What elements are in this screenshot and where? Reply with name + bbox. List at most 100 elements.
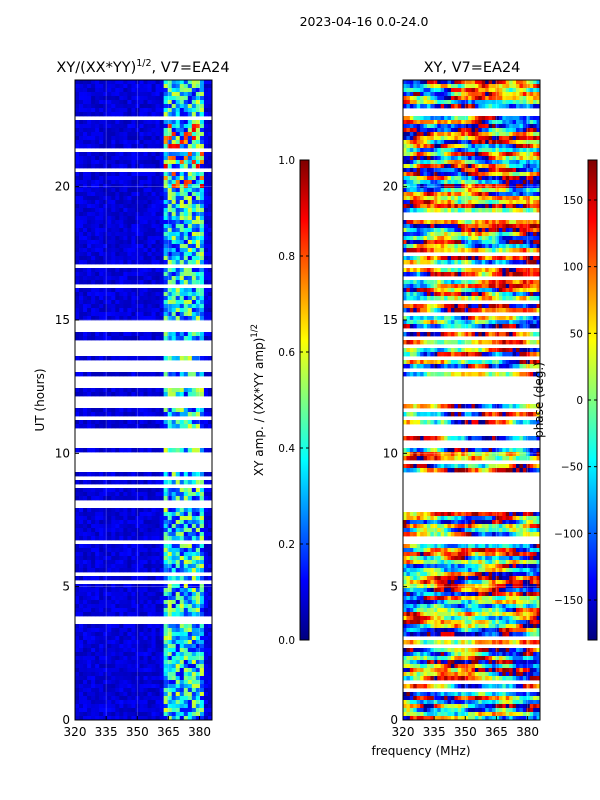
amp-heatmap-cell bbox=[167, 124, 173, 129]
amp-heatmap-cell bbox=[111, 204, 116, 209]
amp-heatmap-cell bbox=[87, 668, 92, 673]
amp-heatmap-cell bbox=[79, 700, 84, 705]
amp-heatmap-cell bbox=[123, 224, 128, 229]
amp-heatmap-cell bbox=[87, 88, 92, 93]
amp-heatmap-cell bbox=[171, 232, 177, 237]
amp-heatmap-cell bbox=[187, 644, 193, 649]
amp-heatmap-cell bbox=[127, 356, 132, 361]
amp-heatmap-cell bbox=[187, 536, 193, 541]
amp-heatmap-cell bbox=[143, 300, 148, 305]
amp-heatmap-cell bbox=[147, 228, 152, 233]
amp-heatmap-cell bbox=[99, 140, 104, 145]
phase-heatmap-cell bbox=[526, 132, 531, 137]
amp-heatmap-cell bbox=[99, 244, 104, 249]
amp-heatmap-cell bbox=[83, 552, 88, 557]
amp-heatmap-cell bbox=[199, 196, 205, 201]
amp-heatmap-cell bbox=[115, 256, 120, 261]
phase-heatmap-cell bbox=[495, 168, 500, 173]
amp-heatmap-cell bbox=[171, 496, 177, 501]
amp-heatmap-cell bbox=[99, 712, 104, 717]
amp-heatmap-cell bbox=[203, 552, 209, 557]
amp-heatmap-cell bbox=[103, 640, 108, 645]
amp-heatmap-cell bbox=[183, 296, 189, 301]
amp-heatmap-cell bbox=[99, 128, 104, 133]
amp-heatmap-cell bbox=[151, 692, 156, 697]
amp-heatmap-cell bbox=[135, 596, 140, 601]
amp-heatmap-cell bbox=[131, 96, 136, 101]
amp-heatmap-cell bbox=[139, 716, 144, 721]
amp-heatmap-cell bbox=[131, 392, 136, 397]
amp-heatmap-cell bbox=[199, 268, 205, 273]
amp-heatmap-cell bbox=[203, 84, 209, 89]
amp-heatmap-cell bbox=[87, 160, 92, 165]
amp-heatmap-cell bbox=[195, 472, 201, 477]
amp-heatmap-cell bbox=[123, 180, 128, 185]
amp-heatmap-cell bbox=[123, 516, 128, 521]
phase-heatmap-cell bbox=[492, 156, 496, 161]
amp-heatmap-cell bbox=[107, 208, 112, 213]
phase-heatmap-cell bbox=[426, 124, 431, 129]
amp-heatmap-cell bbox=[207, 424, 213, 429]
phase-heatmap-cell bbox=[423, 100, 428, 105]
amp-heatmap-cell bbox=[127, 80, 132, 85]
amp-heatmap-cell bbox=[115, 240, 120, 245]
amp-heatmap-cell bbox=[171, 420, 177, 425]
amp-heatmap-cell bbox=[123, 596, 128, 601]
amp-heatmap-cell bbox=[191, 424, 197, 429]
amp-heatmap-cell bbox=[171, 200, 177, 205]
amp-heatmap-cell bbox=[199, 636, 205, 641]
phase-heatmap-cell bbox=[529, 124, 534, 129]
amp-heatmap-cell bbox=[151, 508, 156, 513]
amp-heatmap-cell bbox=[167, 304, 173, 309]
amp-heatmap-cell bbox=[183, 304, 189, 309]
amp-heatmap-cell bbox=[115, 512, 120, 517]
amp-heatmap-cell bbox=[155, 256, 161, 261]
phase-heatmap-cell bbox=[509, 124, 513, 129]
amp-heatmap-cell bbox=[103, 156, 108, 161]
amp-heatmap-cell bbox=[199, 568, 205, 573]
amp-heatmap-cell bbox=[127, 308, 132, 313]
phase-heatmap-cell bbox=[426, 144, 431, 149]
amp-heatmap-cell bbox=[187, 332, 193, 337]
amp-heatmap-cell bbox=[143, 304, 148, 309]
amp-heatmap-cell bbox=[207, 304, 213, 309]
amp-heatmap-cell bbox=[167, 488, 173, 493]
amp-heatmap-cell bbox=[163, 288, 169, 293]
amp-heatmap-cell bbox=[159, 316, 165, 321]
amp-heatmap-cell bbox=[147, 152, 152, 157]
phase-heatmap-cell bbox=[526, 156, 531, 161]
amp-heatmap-cell bbox=[151, 528, 156, 533]
amp-heatmap-cell bbox=[147, 160, 152, 165]
amp-heatmap-cell bbox=[127, 120, 132, 125]
amp-heatmap-cell bbox=[183, 652, 189, 657]
amp-heatmap-cell bbox=[131, 472, 136, 477]
phase-heatmap-cell bbox=[516, 128, 520, 133]
amp-heatmap-cell bbox=[115, 704, 120, 709]
amp-heatmap-cell bbox=[115, 140, 120, 145]
amp-heatmap-cell bbox=[199, 556, 205, 561]
amp-heatmap-cell bbox=[147, 712, 152, 717]
amp-heatmap-cell bbox=[99, 568, 104, 573]
amp-heatmap-cell bbox=[167, 152, 173, 157]
amp-heatmap-cell bbox=[147, 308, 152, 313]
phase-heatmap-cell bbox=[492, 124, 496, 129]
amp-heatmap-cell bbox=[127, 132, 132, 137]
phase-heatmap-cell bbox=[526, 168, 531, 173]
amp-heatmap-cell bbox=[159, 536, 165, 541]
phase-heatmap-cell bbox=[420, 156, 424, 161]
amp-heatmap-cell bbox=[207, 296, 213, 301]
amp-heatmap-cell bbox=[187, 184, 193, 189]
amp-heatmap-cell bbox=[127, 88, 132, 93]
phase-heatmap-cell bbox=[481, 136, 486, 141]
amp-heatmap-cell bbox=[163, 108, 169, 113]
phase-heatmap-cell bbox=[526, 152, 531, 157]
phase-heatmap-cell bbox=[519, 140, 524, 145]
amp-heatmap-cell bbox=[147, 472, 152, 477]
amp-heatmap-cell bbox=[103, 420, 108, 425]
amp-heatmap-cell bbox=[159, 96, 165, 101]
amp-heatmap-cell bbox=[183, 172, 189, 177]
phase-heatmap-cell bbox=[403, 88, 407, 93]
amp-heatmap-cell bbox=[143, 240, 148, 245]
phase-heatmap-cell bbox=[416, 156, 421, 161]
amp-heatmap-cell bbox=[203, 272, 209, 277]
